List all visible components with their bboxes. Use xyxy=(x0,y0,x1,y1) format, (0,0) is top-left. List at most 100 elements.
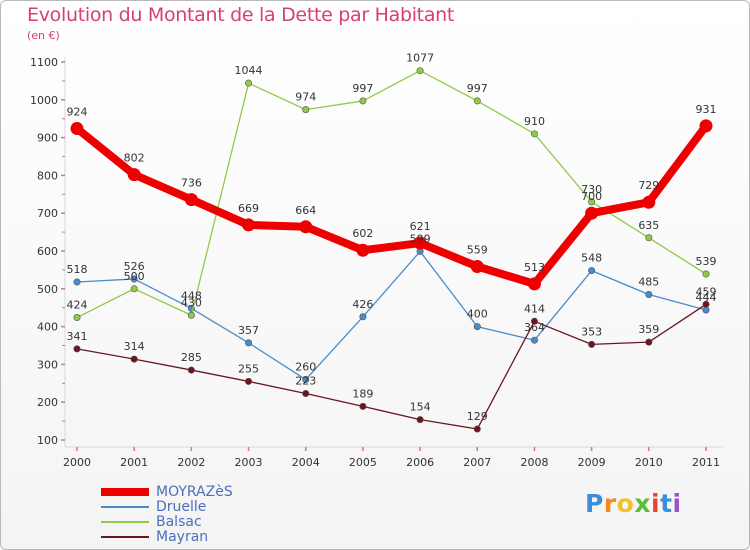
logo-letter: i xyxy=(672,489,682,518)
x-tick-label: 2011 xyxy=(692,456,720,469)
data-point xyxy=(413,236,427,250)
data-point xyxy=(585,206,599,220)
x-tick-label: 2002 xyxy=(177,456,205,469)
data-label: 602 xyxy=(352,227,373,240)
x-tick-label: 2004 xyxy=(292,456,320,469)
y-tick-label: 1100 xyxy=(30,56,58,69)
data-point xyxy=(359,402,367,410)
data-label: 255 xyxy=(238,362,259,375)
x-tick-label: 2010 xyxy=(635,456,663,469)
data-point xyxy=(588,340,596,348)
data-point xyxy=(473,323,481,331)
proxiti-logo: Proxiti xyxy=(585,489,682,518)
data-label: 513 xyxy=(524,261,545,274)
data-point xyxy=(645,290,653,298)
data-point xyxy=(645,338,653,346)
legend-swatch xyxy=(101,506,149,508)
data-label: 559 xyxy=(467,243,488,256)
x-tick-label: 2005 xyxy=(349,456,377,469)
data-label: 189 xyxy=(352,387,373,400)
data-point xyxy=(187,366,195,374)
data-point xyxy=(184,193,198,207)
data-point xyxy=(530,130,538,138)
data-label: 1044 xyxy=(235,64,263,77)
data-label: 500 xyxy=(124,270,145,283)
data-point xyxy=(130,275,138,283)
legend-item-mayran: Mayran xyxy=(101,529,401,545)
data-label: 223 xyxy=(295,375,316,388)
logo-letter: o xyxy=(616,489,635,518)
series-line xyxy=(76,250,707,381)
y-tick-label: 1000 xyxy=(30,94,58,107)
data-label: 353 xyxy=(581,325,602,338)
data-point xyxy=(70,122,84,136)
data-label: 129 xyxy=(467,410,488,423)
data-label: 526 xyxy=(124,260,145,273)
data-label: 548 xyxy=(581,252,602,265)
data-point xyxy=(359,97,367,105)
legend: MOYRAZèS Druelle Balsac Mayran xyxy=(101,484,401,545)
data-point xyxy=(130,355,138,363)
y-tick-label: 600 xyxy=(37,245,58,258)
data-point xyxy=(702,300,710,308)
legend-item-balsac: Balsac xyxy=(101,514,401,530)
logo-letter: r xyxy=(603,489,617,518)
y-tick-label: 900 xyxy=(37,132,58,145)
data-label: 414 xyxy=(524,302,545,315)
data-label: 802 xyxy=(124,152,145,165)
series-mayran xyxy=(73,300,710,433)
series-moyraz-s xyxy=(70,119,713,291)
data-label: 357 xyxy=(238,324,259,337)
data-point xyxy=(470,259,484,273)
y-tick-label: 800 xyxy=(37,169,58,182)
data-label: 400 xyxy=(467,308,488,321)
data-label: 910 xyxy=(524,115,545,128)
data-point xyxy=(588,267,596,275)
data-label: 931 xyxy=(696,103,717,116)
data-label: 485 xyxy=(638,275,659,288)
x-tick-label: 2009 xyxy=(578,456,606,469)
data-point xyxy=(416,67,424,75)
legend-item-druelle: Druelle xyxy=(101,499,401,515)
logo-letter: t xyxy=(660,489,673,518)
data-point xyxy=(302,106,310,114)
data-point xyxy=(245,377,253,385)
data-point xyxy=(242,218,256,232)
y-tick-label: 300 xyxy=(37,358,58,371)
x-tick-label: 2000 xyxy=(63,456,91,469)
data-label: 341 xyxy=(67,330,88,343)
data-label: 635 xyxy=(638,219,659,232)
data-point xyxy=(73,345,81,353)
data-point xyxy=(73,314,81,322)
legend-swatch xyxy=(101,521,149,523)
data-point xyxy=(530,317,538,325)
legend-label: MOYRAZèS xyxy=(156,484,233,500)
data-label: 539 xyxy=(696,255,717,268)
y-tick-label: 700 xyxy=(37,207,58,220)
y-tick-label: 100 xyxy=(37,434,58,447)
data-label: 424 xyxy=(67,299,88,312)
data-point xyxy=(130,285,138,293)
data-point xyxy=(245,339,253,347)
y-tick-label: 200 xyxy=(37,396,58,409)
data-point xyxy=(127,168,141,182)
legend-label: Druelle xyxy=(156,499,207,515)
series-line xyxy=(73,121,710,288)
legend-swatch xyxy=(101,536,149,538)
data-label: 736 xyxy=(181,177,202,190)
data-label: 669 xyxy=(238,202,259,215)
data-label: 997 xyxy=(467,82,488,95)
legend-item-moyraz-s: MOYRAZèS xyxy=(101,484,401,500)
data-point xyxy=(245,79,253,87)
data-label: 729 xyxy=(638,179,659,192)
x-tick-label: 2008 xyxy=(520,456,548,469)
data-point xyxy=(702,270,710,278)
data-label: 664 xyxy=(295,204,316,217)
data-label: 364 xyxy=(524,321,545,334)
legend-label: Mayran xyxy=(156,529,209,545)
data-point xyxy=(473,97,481,105)
data-point xyxy=(299,220,313,234)
y-tick-label: 400 xyxy=(37,321,58,334)
